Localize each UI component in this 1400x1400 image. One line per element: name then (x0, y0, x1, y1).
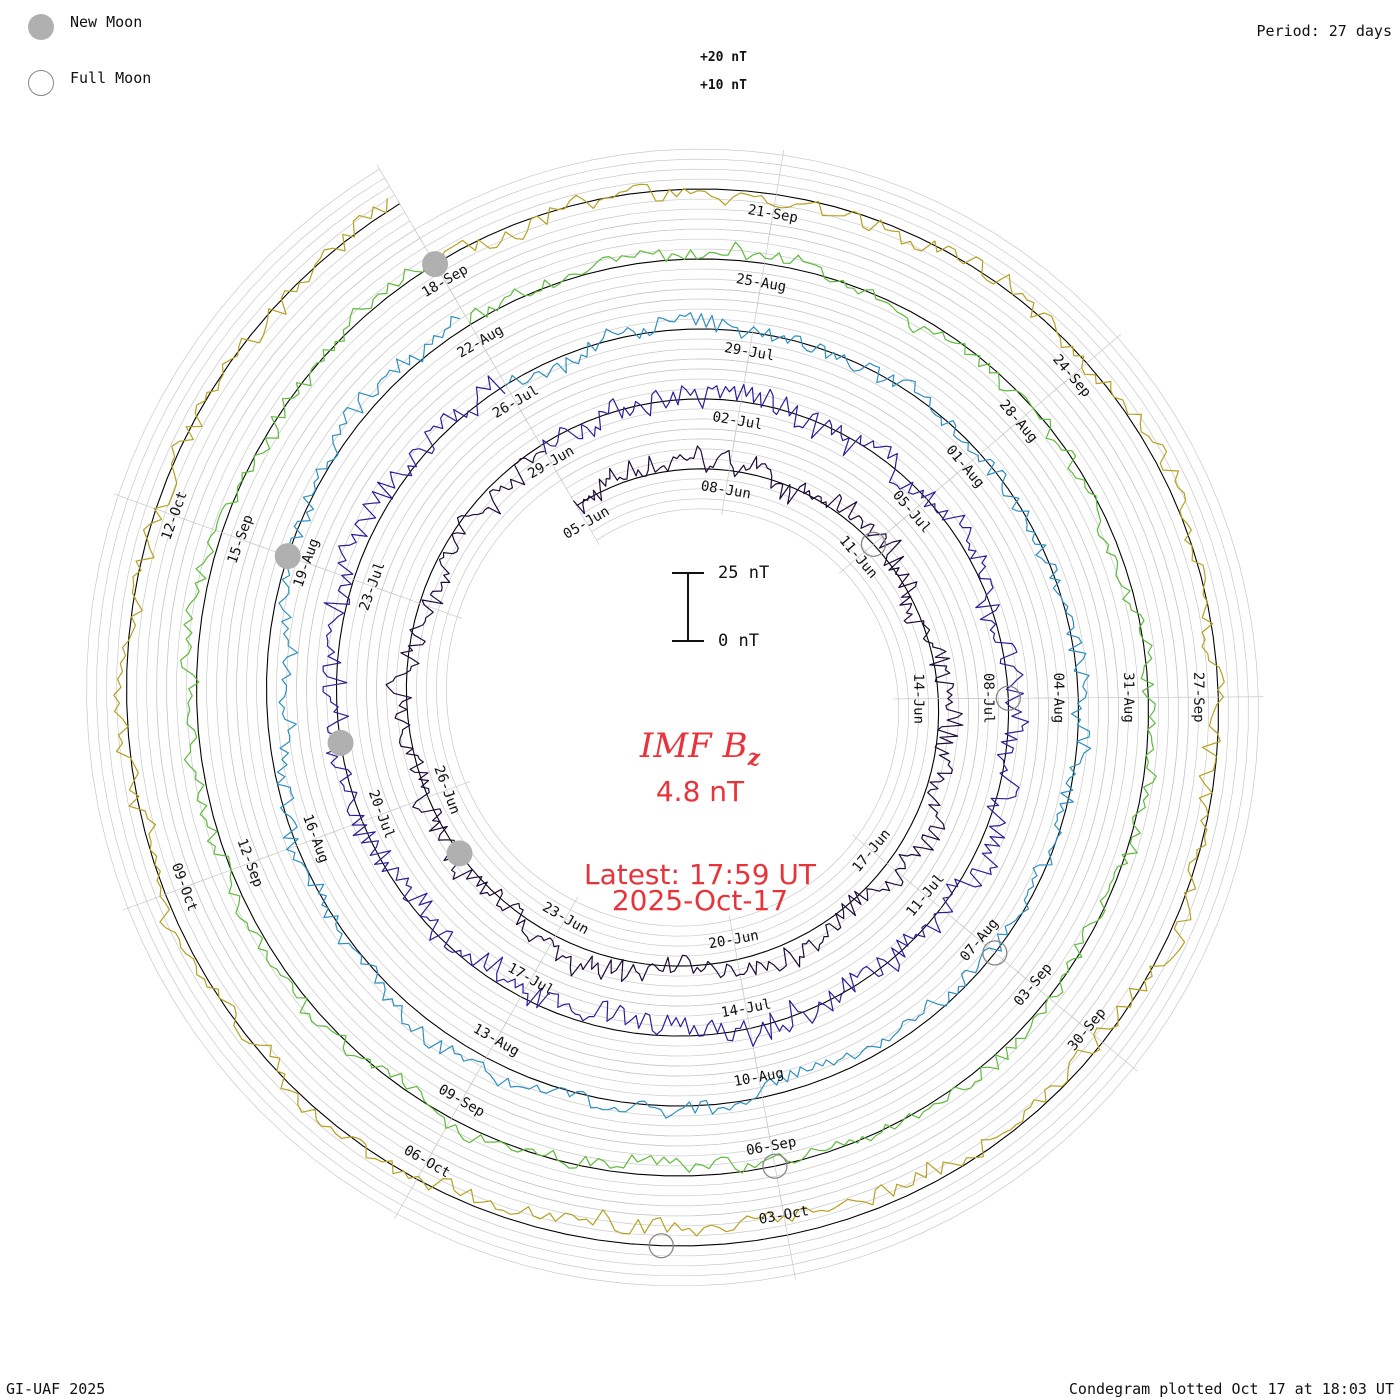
full-moon-label: Full Moon (70, 69, 152, 87)
baseline-spiral (126, 188, 1219, 1247)
day-spoke (113, 493, 199, 525)
series-line-5 (113, 183, 1225, 1237)
chart-title: IMF Bz (0, 726, 1400, 771)
ring-label-layer: +20 nT +10 nT (700, 50, 747, 93)
date-label: 06-Oct (401, 1142, 453, 1181)
current-value: 4.8 nT (655, 775, 745, 808)
grid-layer (86, 148, 1264, 1287)
scale-top-label: 25 nT (718, 563, 770, 583)
date-label: 10-Aug (732, 1065, 785, 1090)
full-moon-marker (995, 685, 1021, 711)
chart-title-main: IMF B (639, 726, 748, 766)
date-label: 31-Aug (1120, 672, 1136, 723)
day-spoke (779, 1190, 796, 1280)
date-label: 12-Oct (159, 489, 191, 542)
full-moon-marker (982, 940, 1008, 966)
date-label: 04-Aug (1050, 673, 1066, 724)
series-line-2 (322, 375, 1030, 1047)
date-label: 28-Aug (996, 397, 1041, 446)
date-label: 03-Oct (758, 1203, 811, 1228)
new-moon-label: New Moon (70, 13, 143, 31)
date-label: 08-Jul (980, 673, 996, 724)
period-label: Period: 27 days (1256, 22, 1392, 40)
ring-value-label: +20 nT (700, 50, 747, 65)
grid-ring (136, 198, 1209, 1237)
scale-bar (672, 572, 704, 642)
moon-layer (274, 251, 1021, 1259)
date-label: 20-Jun (707, 928, 760, 953)
grid-ring (116, 178, 1229, 1257)
day-spoke (123, 878, 208, 911)
date-label: 01-Aug (942, 442, 987, 491)
grid-ring (146, 208, 1199, 1227)
new-moon-marker (422, 251, 449, 278)
grid-ring (166, 228, 1179, 1207)
day-spoke (1173, 696, 1264, 698)
date-label: 11-Jun (836, 533, 881, 582)
date-label: 25-Aug (735, 271, 788, 295)
new-moon-marker (274, 543, 301, 570)
new-moon-marker (446, 840, 473, 867)
new-moon-icon (28, 14, 54, 40)
chart-title-sub: z (747, 744, 761, 771)
date-label: 29-Jul (723, 340, 776, 364)
day-spoke (1067, 1013, 1138, 1072)
date-label: 15-Sep (225, 513, 257, 566)
full-moon-marker (762, 1153, 788, 1179)
scale-bottom-label: 0 nT (718, 631, 759, 651)
day-spoke (376, 164, 423, 243)
date-label: 27-Sep (1190, 672, 1206, 723)
grid-ring (96, 158, 1249, 1277)
date-label: 14-Jun (910, 673, 926, 724)
grid-ring (106, 168, 1239, 1267)
latest-time: Latest: 17:59 UT (583, 858, 817, 891)
footer-plotted: Condegram plotted Oct 17 at 18:03 UT (1068, 1380, 1394, 1398)
date-label: 14-Jul (720, 996, 773, 1021)
date-layer: 05-Jun08-Jun11-Jun14-Jun17-Jun20-Jun23-J… (159, 202, 1207, 1228)
footer-credit: GI-UAF 2025 (6, 1380, 106, 1398)
series-line-3 (276, 312, 1092, 1119)
new-moon-marker (327, 729, 354, 756)
series-line-4 (180, 241, 1157, 1174)
full-moon-marker (648, 1233, 674, 1259)
date-label: 05-Jun (561, 503, 613, 542)
day-spoke (394, 1140, 440, 1219)
grid-ring (86, 148, 1259, 1287)
full-moon-icon (28, 70, 54, 96)
date-label: 23-Jul (356, 560, 388, 613)
day-spoke (768, 150, 785, 239)
day-spoke (1052, 333, 1122, 393)
series-layer (113, 183, 1225, 1237)
date-label: 24-Sep (1049, 352, 1094, 401)
series-line-1 (385, 445, 964, 983)
latest-date: 2025-Oct-17 (611, 884, 789, 917)
ring-value-label: +10 nT (700, 78, 747, 93)
full-moon-marker (860, 531, 887, 557)
